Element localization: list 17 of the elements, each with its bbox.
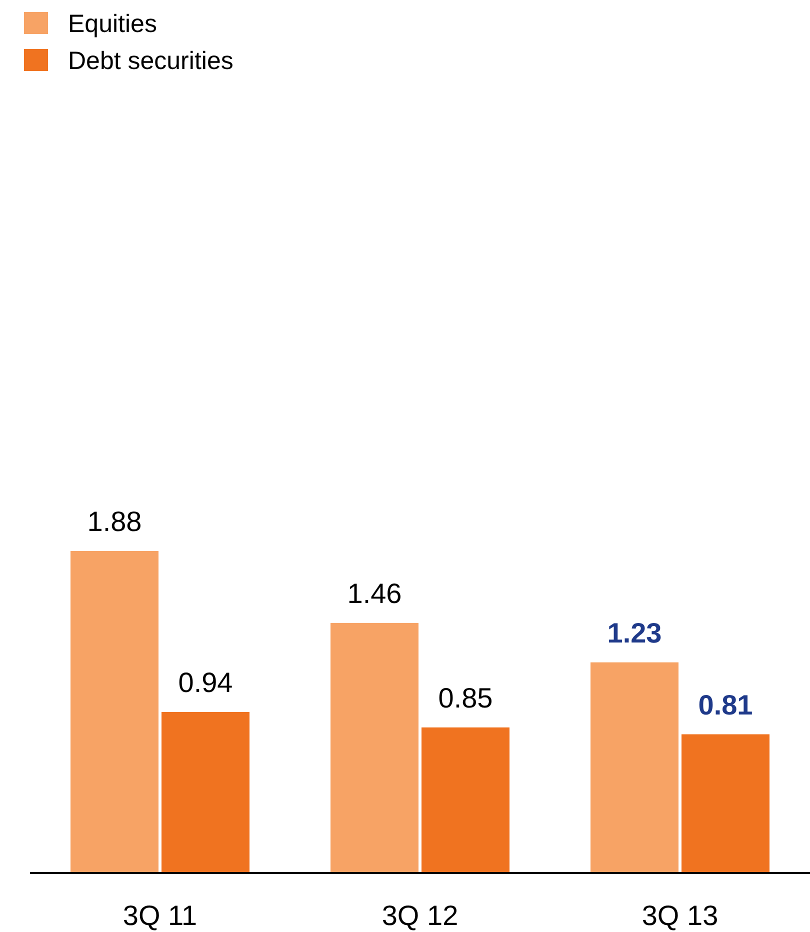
x-tick-label: 3Q 12 [382,900,458,931]
bar [422,727,510,873]
data-label: 1.46 [347,578,402,609]
bar [162,712,250,873]
x-tick-label: 3Q 11 [122,900,198,931]
annotation: 0.81 [698,689,753,720]
legend-label: Equities [68,10,157,38]
bar [70,551,158,873]
data-label: 0.94 [178,667,233,698]
data-label: 0.85 [438,682,493,714]
data-label: 1.88 [87,506,142,537]
bar [590,662,678,873]
annotation: 1.23 [607,617,662,648]
legend-label: Debt securities [68,47,234,75]
bar [330,622,418,873]
x-tick-label: 3Q 13 [642,900,718,931]
bar [682,734,770,873]
